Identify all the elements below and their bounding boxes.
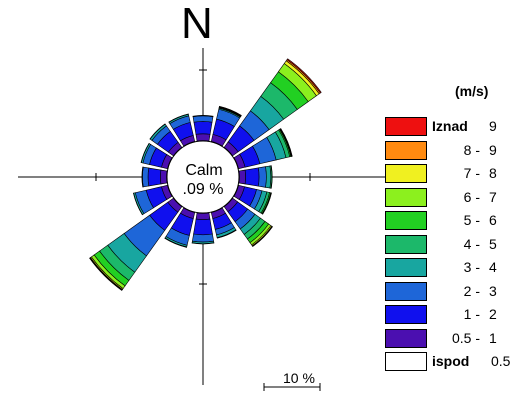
petal-segment-s-bin-1 <box>195 212 211 220</box>
petal-segment-sse-bin-5 <box>216 229 237 239</box>
petal-layer <box>89 58 322 291</box>
legend-range-low: 5 - <box>463 212 480 228</box>
legend-range-low: 4 - <box>463 235 480 252</box>
legend-range-high: 9 <box>489 118 497 134</box>
scale-bar <box>263 383 321 391</box>
legend-swatch <box>385 328 427 348</box>
scale-bar-label: 10 % <box>283 370 315 386</box>
legend-range-high: 1 <box>489 329 497 346</box>
legend-range-high: 0.5 <box>491 353 511 369</box>
legend-range-high: 8 <box>489 165 497 181</box>
petal-segment-ssw-bin-5 <box>164 237 188 248</box>
legend-range-high: 5 <box>489 235 497 252</box>
petal-segment-wsw-bin-5 <box>132 192 143 216</box>
calm-value: .09 % <box>183 181 224 198</box>
legend-swatch <box>385 117 427 136</box>
petal-segment-wnw-bin-5 <box>140 142 150 163</box>
legend-range-low: 2 - <box>463 282 480 299</box>
petal-segment-e-bin-2 <box>244 167 260 187</box>
petal-segment-w-bin-3 <box>142 166 150 188</box>
petal-segment-n-bin-2 <box>193 121 213 135</box>
legend-range-high: 4 <box>489 259 497 275</box>
legend-swatch <box>385 234 427 254</box>
legend-range-low: 6 - <box>463 188 480 205</box>
petal-segment-ne-bin-10 <box>286 58 322 94</box>
petal-segment-w-bin-1 <box>160 169 168 185</box>
legend-swatch <box>385 281 427 301</box>
legend-range-low: 0.5 - <box>451 329 480 346</box>
legend-swatch <box>385 187 427 207</box>
legend-swatch <box>385 211 427 230</box>
legend-range-high: 6 <box>489 212 497 228</box>
legend-range-low: ispod <box>432 353 470 369</box>
petal-segment-e-bin-4 <box>265 165 272 189</box>
petal-segment-e-bin-1 <box>238 169 246 185</box>
petal-segment-se-bin-10 <box>252 226 273 247</box>
legend-swatch <box>385 258 427 277</box>
petal-segment-n-bin-4 <box>192 114 214 118</box>
petal-segment-ese-bin-8 <box>262 192 272 215</box>
petal-segment-s-bin-2 <box>193 218 213 236</box>
legend-range-high: 3 <box>489 282 497 299</box>
petal-segment-nnw-bin-5 <box>168 113 189 123</box>
petal-segment-s-bin-5 <box>191 242 215 245</box>
legend-range-low: 1 - <box>463 306 480 322</box>
legend-range-low: 7 - <box>463 165 480 181</box>
calm-circle-shape <box>166 140 240 214</box>
legend-swatch <box>385 305 427 324</box>
legend-swatch <box>385 140 427 160</box>
legend-swatch <box>385 164 427 183</box>
petal-segment-e-bin-3 <box>258 166 267 188</box>
legend-range-high: 9 <box>489 141 497 158</box>
petal-segment-nw-bin-5 <box>149 123 166 140</box>
legend-range-high: 2 <box>489 306 497 322</box>
legend-unit: (m/s) <box>455 83 489 99</box>
petal-segment-w-bin-4 <box>141 166 144 188</box>
petal-segment-n-bin-3 <box>192 115 214 123</box>
legend-range-high: 7 <box>489 188 497 205</box>
legend-range-low: 3 - <box>463 259 480 275</box>
legend-range-low: Iznad <box>432 118 468 134</box>
calm-circle: Calm .09 % <box>166 140 240 214</box>
petal-segment-nne-bin-9 <box>219 105 242 116</box>
north-label: N <box>181 0 213 48</box>
petal-segment-sw-bin-10 <box>89 257 123 291</box>
petal-segment-s-bin-3 <box>192 233 214 243</box>
petal-segment-n-bin-1 <box>195 133 211 142</box>
calm-label: Calm <box>185 162 222 179</box>
petal-segment-w-bin-2 <box>147 167 162 187</box>
petal-segment-ene-bin-10 <box>280 128 293 157</box>
legend-range-low: 8 - <box>463 141 480 158</box>
legend-swatch <box>385 352 427 371</box>
petal-segment-e-bin-6 <box>270 165 273 189</box>
